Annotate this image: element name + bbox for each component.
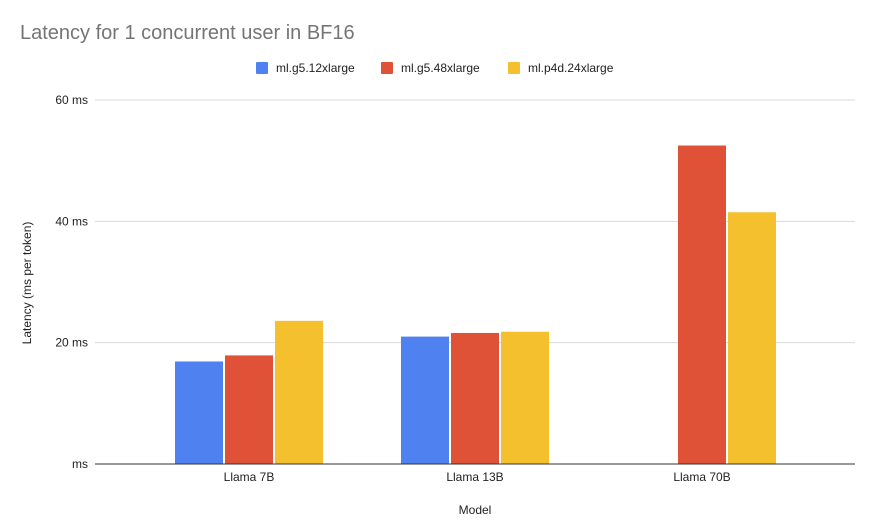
x-tick-label: Llama 13B <box>446 470 503 484</box>
y-tick-label: 60 ms <box>55 93 88 107</box>
bar <box>175 361 223 464</box>
chart-title: Latency for 1 concurrent user in BF16 <box>20 22 355 44</box>
x-tick-labels: Llama 7B Llama 13B Llama 70B <box>224 470 731 484</box>
legend-label-g5-48xlarge: ml.g5.48xlarge <box>401 61 480 75</box>
y-tick-labels: ms 20 ms 40 ms 60 ms <box>55 93 88 471</box>
y-tick-label: 40 ms <box>55 214 88 228</box>
x-tick-label: Llama 7B <box>224 470 275 484</box>
bar <box>401 336 449 464</box>
legend-label-p4d-24xlarge: ml.p4d.24xlarge <box>528 61 614 75</box>
legend-swatch-g5-12xlarge <box>256 62 268 74</box>
bars <box>175 145 776 464</box>
legend-label-g5-12xlarge: ml.g5.12xlarge <box>276 61 355 75</box>
legend-swatch-p4d-24xlarge <box>508 62 520 74</box>
bar <box>678 145 726 464</box>
x-axis-title: Model <box>459 503 492 517</box>
bar <box>225 355 273 464</box>
bar <box>451 332 499 464</box>
bar <box>728 212 776 464</box>
y-tick-label: ms <box>72 457 88 471</box>
bar <box>275 320 323 464</box>
legend: ml.g5.12xlarge ml.g5.48xlarge ml.p4d.24x… <box>256 61 614 75</box>
bar <box>501 331 549 464</box>
legend-swatch-g5-48xlarge <box>381 62 393 74</box>
y-tick-label: 20 ms <box>55 336 88 350</box>
x-tick-label: Llama 70B <box>673 470 730 484</box>
y-axis-title: Latency (ms per token) <box>20 222 34 345</box>
